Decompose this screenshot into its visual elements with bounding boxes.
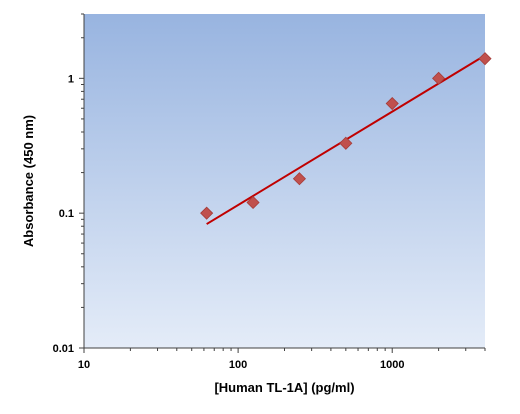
axes [79, 13, 486, 353]
x-tick-label: 1000 [380, 359, 404, 371]
data-point [385, 96, 399, 111]
data-point [339, 136, 353, 150]
y-tick-label: 0.01 [53, 343, 74, 355]
y-tick-label: 1 [68, 73, 74, 85]
tick-labels: 10 100 1000 0.01 0.1 1 [53, 73, 405, 371]
x-axis-label: [Human TL-1A] (pg/ml) [214, 380, 354, 395]
data-point [292, 172, 307, 186]
plot-area [84, 14, 485, 348]
y-axis-label: Absorbance (450 nm) [21, 115, 36, 247]
data-points [200, 52, 492, 220]
data-point [478, 52, 492, 66]
x-tick-label: 100 [229, 359, 247, 371]
y-tick-label: 0.1 [59, 208, 74, 220]
data-point [246, 195, 260, 210]
x-tick-label: 10 [78, 359, 90, 371]
data-point [432, 71, 446, 85]
data-point [200, 206, 214, 220]
